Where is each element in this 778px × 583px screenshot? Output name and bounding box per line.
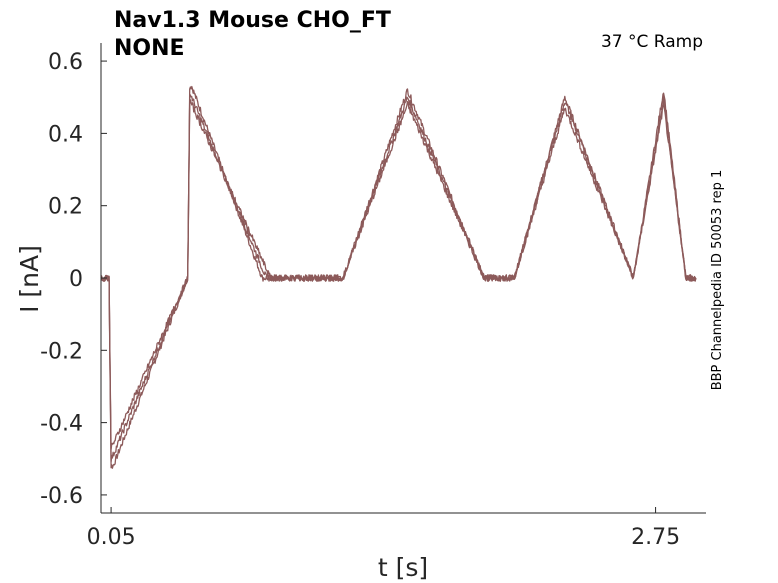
trace-line-rep2 xyxy=(100,94,697,463)
y-tick-group: -0.6 -0.4 -0.2 0 0.2 0.4 0.6 xyxy=(40,50,107,509)
side-id-label: BBP Channelpedia ID 50053 rep 1 xyxy=(710,170,725,391)
x-axis-label: t [s] xyxy=(378,553,428,582)
trace-line-rep1 xyxy=(100,85,697,469)
trace-group xyxy=(100,85,697,469)
trace-line-rep3 xyxy=(100,99,697,450)
y-tick-label: -0.2 xyxy=(40,339,83,364)
y-axis-label: I [nA] xyxy=(15,245,44,313)
x-tick-group: 0.05 2.75 xyxy=(87,507,680,550)
chart-title-line2: NONE xyxy=(114,36,185,61)
y-tick-label: -0.4 xyxy=(40,412,83,437)
x-tick-label: 2.75 xyxy=(631,525,680,550)
x-tick-label: 0.05 xyxy=(87,525,136,550)
y-tick-label: 0.6 xyxy=(48,50,83,75)
chart-title-line1: Nav1.3 Mouse CHO_FT xyxy=(114,8,391,33)
y-tick-label: 0.4 xyxy=(48,122,83,147)
y-tick-label: 0.2 xyxy=(48,195,83,220)
condition-annotation: 37 °C Ramp xyxy=(601,32,703,52)
y-tick-label: -0.6 xyxy=(40,484,83,509)
y-tick-label: 0 xyxy=(69,267,83,292)
